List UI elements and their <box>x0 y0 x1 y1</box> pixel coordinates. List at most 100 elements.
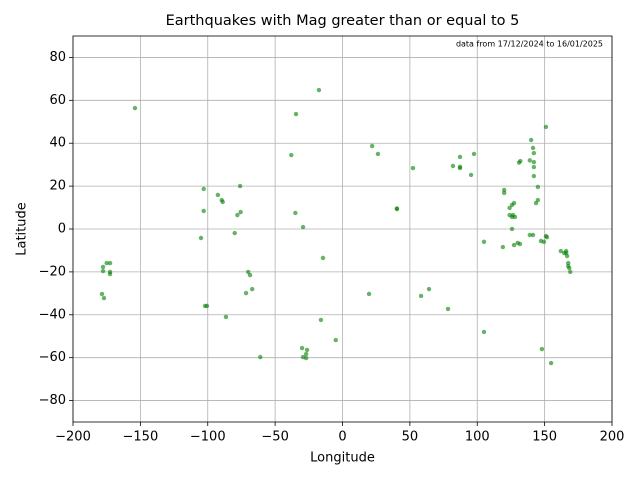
y-tick-label: 60 <box>49 93 66 108</box>
data-point <box>535 184 541 190</box>
data-point <box>481 329 487 335</box>
data-point <box>517 241 523 247</box>
x-tick-label: 150 <box>532 430 557 445</box>
x-tick-label: −150 <box>123 430 159 445</box>
x-tick-label: 0 <box>338 430 346 445</box>
x-axis-label: Longitude <box>310 451 375 466</box>
data-point <box>450 163 456 169</box>
data-point <box>235 212 240 218</box>
y-tick-label: 40 <box>49 136 66 151</box>
data-point <box>528 137 534 143</box>
data-point <box>237 183 243 189</box>
data-point <box>541 239 547 245</box>
data-point <box>507 205 512 211</box>
y-tick-label: 20 <box>49 179 66 194</box>
data-point <box>511 200 517 206</box>
data-point <box>518 158 523 164</box>
data-point <box>471 151 477 157</box>
data-point <box>258 354 263 360</box>
data-point <box>247 272 253 278</box>
data-point <box>394 206 400 211</box>
annotation: data from 17/12/2024 to 16/01/2025 <box>456 40 603 49</box>
data-point <box>527 158 533 163</box>
y-tick-label: −20 <box>39 264 66 279</box>
data-point <box>527 232 533 238</box>
data-point <box>531 173 537 179</box>
chart-title: Earthquakes with Mag greater than or equ… <box>166 13 520 29</box>
data-point <box>299 345 305 351</box>
data-point <box>320 255 326 261</box>
data-point <box>300 224 306 230</box>
x-tick-label: −200 <box>55 430 91 445</box>
data-point <box>548 360 554 366</box>
x-tick-label: −50 <box>261 430 288 445</box>
data-point <box>318 317 324 323</box>
data-point <box>468 172 474 178</box>
data-point <box>100 268 106 274</box>
data-point <box>509 226 515 232</box>
data-point <box>563 248 569 254</box>
data-point <box>531 159 537 165</box>
data-point <box>215 192 221 198</box>
data-point <box>220 199 225 205</box>
data-point <box>201 186 206 192</box>
data-point <box>100 264 106 270</box>
data-point <box>198 235 204 241</box>
data-point <box>568 269 573 275</box>
data-point <box>303 355 309 361</box>
y-tick-label: 0 <box>58 222 66 237</box>
data-point <box>544 234 550 240</box>
data-point <box>512 214 518 220</box>
data-point <box>101 295 107 301</box>
data-point <box>457 154 463 160</box>
y-axis-label: Latitude <box>15 202 30 256</box>
data-point <box>539 346 545 352</box>
data-point <box>132 105 138 111</box>
data-point <box>245 269 251 275</box>
y-tick-label: −60 <box>39 350 66 365</box>
data-point <box>238 209 243 215</box>
data-point <box>293 210 298 216</box>
x-tick-label: 50 <box>402 430 419 445</box>
data-point <box>369 143 375 149</box>
x-tick-label: −100 <box>190 430 226 445</box>
data-point <box>243 290 249 296</box>
data-point <box>250 286 255 292</box>
data-point <box>316 87 322 93</box>
data-point <box>104 260 109 266</box>
data-point <box>333 337 338 343</box>
data-point <box>457 164 463 170</box>
data-point <box>289 152 294 158</box>
data-point <box>511 242 517 248</box>
data-point <box>232 230 237 236</box>
data-point <box>500 244 506 250</box>
y-tick-label: −40 <box>39 307 66 322</box>
data-point <box>107 260 113 266</box>
data-point <box>303 351 309 357</box>
data-point <box>204 303 210 309</box>
data-point <box>531 150 537 156</box>
data-point <box>531 164 537 170</box>
x-tick-label: 100 <box>465 430 490 445</box>
data-point <box>366 291 372 297</box>
y-tick-label: 80 <box>49 50 66 65</box>
data-point <box>418 293 424 299</box>
data-point <box>107 271 113 277</box>
data-point <box>502 190 507 196</box>
y-tick-label: −80 <box>39 393 66 408</box>
x-tick-label: 200 <box>600 430 625 445</box>
data-point <box>426 286 432 292</box>
data-point <box>535 197 541 203</box>
data-point <box>99 291 105 297</box>
data-point <box>223 314 229 320</box>
data-point <box>567 265 572 271</box>
data-point <box>445 306 451 312</box>
data-point <box>201 208 206 214</box>
data-point <box>530 145 536 151</box>
data-point <box>304 347 310 353</box>
data-point <box>530 232 536 238</box>
data-point <box>410 165 416 171</box>
data-point <box>558 248 563 254</box>
